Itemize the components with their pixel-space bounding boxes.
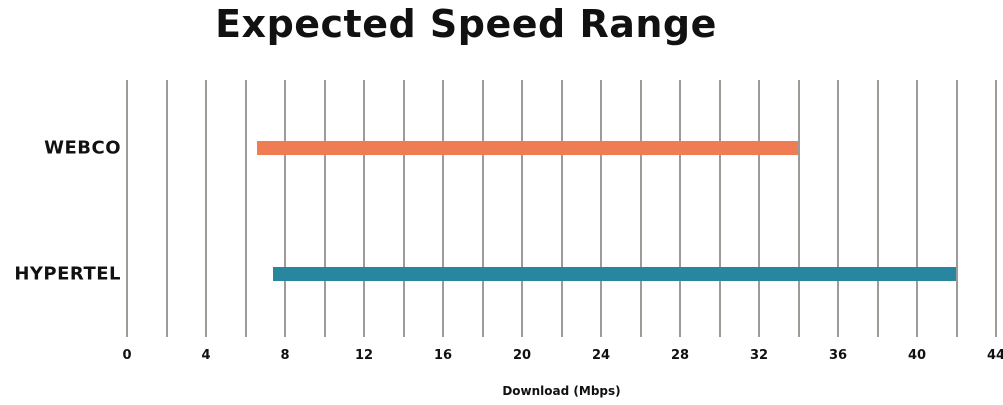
gridline	[521, 80, 523, 337]
gridline	[560, 80, 563, 337]
x-tick-label-44: 44	[986, 348, 1003, 363]
row-label-webco: WEBCO	[44, 137, 121, 159]
x-tick-label-4: 4	[201, 348, 211, 363]
gridline	[876, 80, 879, 337]
x-tick-label-32: 32	[749, 348, 769, 363]
plot-area	[126, 80, 997, 337]
gridline	[600, 80, 602, 337]
x-tick-label-28: 28	[670, 348, 690, 363]
x-axis-tick-row: 0 4 8 12 16 20 24 28 32 36 40 44	[122, 348, 1003, 366]
gridline	[402, 80, 405, 337]
gridline	[126, 80, 128, 337]
gridline	[205, 80, 207, 337]
x-tick-label-12: 12	[354, 348, 374, 363]
gridline	[758, 80, 760, 337]
gridline	[955, 80, 958, 337]
gridline	[837, 80, 839, 337]
gridline	[639, 80, 642, 337]
gridline	[323, 80, 326, 337]
gridline	[481, 80, 484, 337]
gridline	[916, 80, 918, 337]
x-tick-label-20: 20	[512, 348, 532, 363]
chart-title: Expected Speed Range	[215, 2, 717, 46]
gridline	[284, 80, 286, 337]
range-bar-webco	[257, 141, 799, 156]
x-tick-label-40: 40	[907, 348, 927, 363]
gridline	[679, 80, 681, 337]
gridline	[165, 80, 168, 337]
range-bar-hypertel	[273, 267, 957, 282]
gridline	[363, 80, 365, 337]
gridline	[718, 80, 721, 337]
gridline	[244, 80, 247, 337]
gridline	[797, 80, 800, 337]
gridline	[995, 80, 997, 337]
x-tick-label-16: 16	[433, 348, 453, 363]
x-tick-label-8: 8	[280, 348, 290, 363]
x-axis-title: Download (Mbps)	[502, 384, 621, 398]
gridline	[442, 80, 444, 337]
x-tick-label-0: 0	[122, 348, 132, 363]
row-label-hypertel: HYPERTEL	[14, 263, 121, 285]
x-tick-label-24: 24	[591, 348, 611, 363]
x-tick-label-36: 36	[828, 348, 848, 363]
